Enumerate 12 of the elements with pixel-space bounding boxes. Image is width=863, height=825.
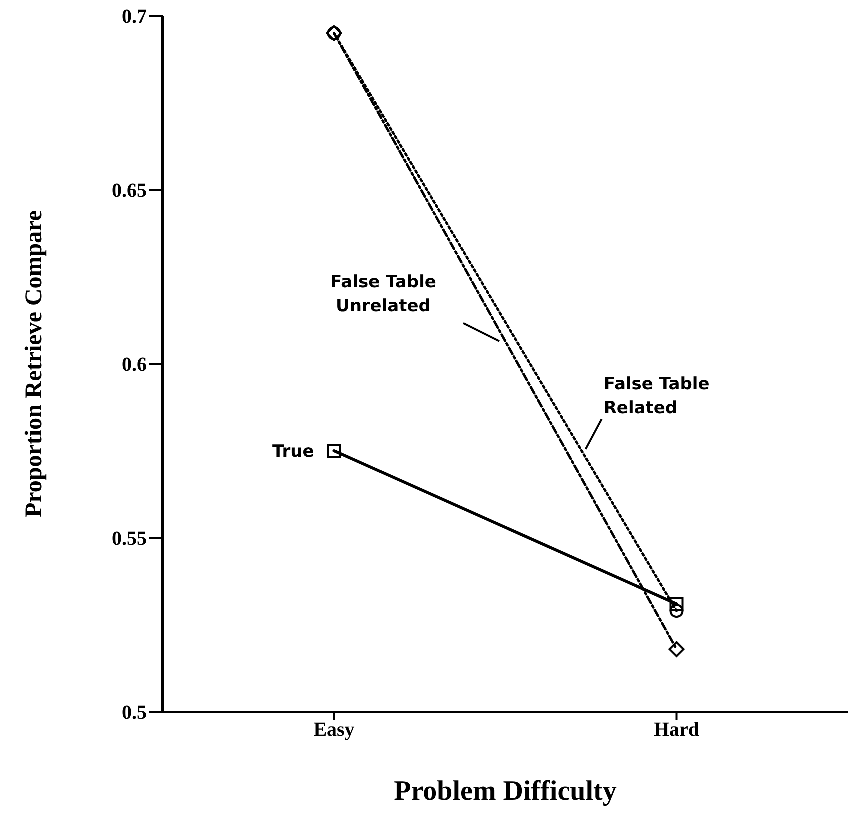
text: False Table Related [604,374,710,418]
x-axis-title: Problem Difficulty [394,776,617,807]
y-axis-title: Proportion Retrieve Compare [22,210,48,518]
x-tick-label: Easy [314,719,355,742]
series-label: True [272,442,314,462]
y-tick-label: 0.55 [112,528,147,550]
y-tick-label: 0.7 [122,6,147,28]
y-tick-label: 0.65 [112,180,147,202]
series-label: False Table Unrelated [330,272,436,316]
x-tick-label: Hard [654,719,700,742]
y-tick-label: 0.6 [122,354,147,376]
y-tick-label: 0.5 [122,702,147,724]
